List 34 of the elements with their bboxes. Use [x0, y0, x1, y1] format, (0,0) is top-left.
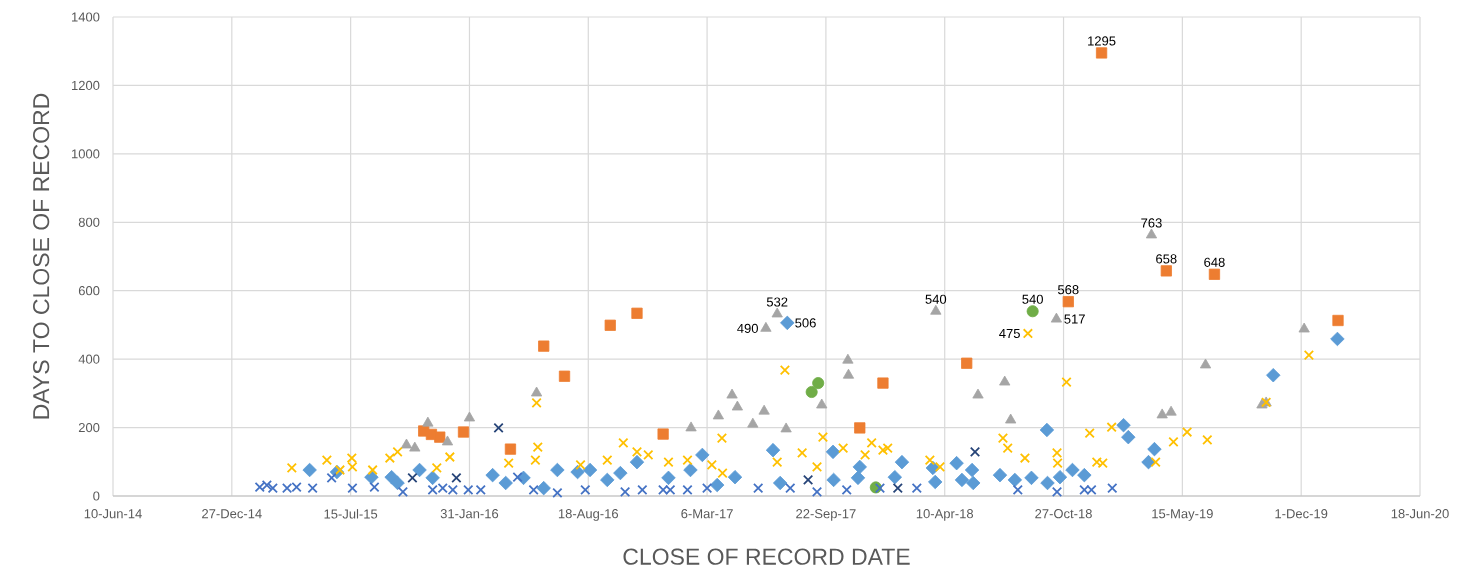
x-tick-label: 15-May-19 [1152, 509, 1213, 521]
data-label: 658 [1156, 254, 1177, 264]
x-tick-label: 18-Aug-16 [558, 509, 619, 521]
data-label: 540 [1022, 294, 1043, 304]
y-tick-label: 1200 [72, 80, 100, 91]
data-label: 517 [1064, 314, 1085, 324]
data-label: 506 [795, 318, 816, 328]
x-tick-label: 31-Jan-16 [440, 509, 499, 519]
x-tick-label: 6-Mar-17 [681, 509, 733, 519]
data-label: 475 [999, 328, 1020, 339]
y-tick-label: 1400 [72, 12, 100, 22]
x-tick-label: 18-Jun-20 [1391, 509, 1449, 519]
x-tick-label: 22-Sep-17 [796, 509, 856, 521]
x-tick-label: 1-Dec-19 [1275, 509, 1328, 519]
x-tick-label: 27-Dec-14 [202, 509, 262, 519]
data-label: 568 [1057, 285, 1079, 295]
y-tick-label: 0 [93, 491, 100, 501]
x-tick-label: 27-Oct-18 [1035, 509, 1092, 519]
y-tick-label: 1000 [72, 149, 100, 159]
data-label: 540 [925, 294, 947, 304]
x-tick-label: 15-Jul-15 [324, 509, 378, 519]
y-axis-title: DAYS TO CLOSE OF RECORD [33, 93, 50, 419]
data-label: 1295 [1088, 36, 1116, 46]
x-tick-label: 10-Apr-18 [916, 509, 974, 521]
y-tick-label: 200 [78, 422, 100, 433]
data-label: 763 [1141, 218, 1162, 228]
y-tick-label: 800 [78, 217, 100, 227]
data-label: 648 [1204, 257, 1225, 267]
y-tick-label: 600 [78, 286, 100, 296]
data-label: 532 [766, 297, 788, 307]
x-tick-label: 10-Jun-14 [84, 509, 142, 519]
x-axis-title: CLOSE OF RECORD DATE [623, 548, 910, 565]
y-tick-label: 400 [78, 354, 100, 364]
data-label: 490 [737, 323, 758, 333]
